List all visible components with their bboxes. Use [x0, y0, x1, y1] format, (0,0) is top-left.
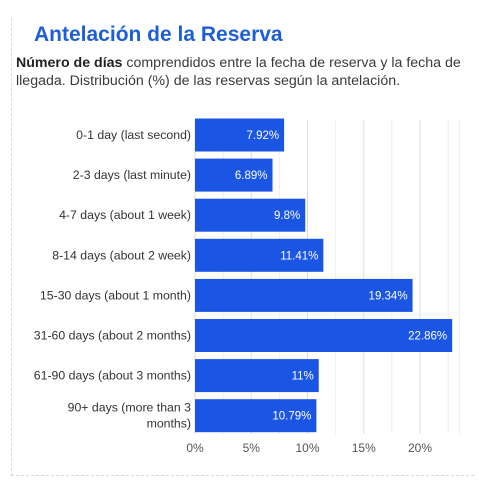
bar [195, 238, 324, 272]
chart-card [11, 18, 474, 476]
category-label: months) [147, 417, 191, 431]
bar [195, 359, 319, 393]
data-label: 22.86% [408, 331, 447, 343]
category-label: 15-30 days (about 1 month) [40, 288, 191, 302]
data-label: 10.79% [272, 411, 311, 423]
chart-title: Antelación de la Reserva [34, 23, 283, 46]
category-label: 2-3 days (last minute) [73, 168, 191, 182]
x-tick-label: 10% [295, 441, 319, 455]
data-label: 6.89% [235, 170, 268, 182]
data-label: 11% [292, 371, 314, 383]
bar [195, 278, 413, 312]
subtitle-text: comprendidos entre la fecha de reserva y… [16, 55, 461, 89]
category-label: 90+ days (more than 3 [68, 401, 192, 415]
category-label: 0-1 day (last second) [76, 128, 191, 142]
data-label: 19.34% [369, 290, 408, 302]
category-label: 61-90 days (about 3 months) [34, 369, 191, 383]
bar [195, 198, 306, 232]
data-label: 11.41% [280, 250, 318, 262]
bar [195, 319, 453, 352]
chart-subtitle: Número de días comprendidos entre la fec… [16, 54, 474, 90]
x-tick-label: 5% [243, 441, 261, 455]
x-tick-label: 20% [408, 441, 432, 455]
bar [195, 118, 285, 152]
data-label: 9.8% [274, 210, 300, 222]
category-label: 4-7 days (about 1 week) [59, 208, 191, 222]
data-label: 7.92% [246, 130, 279, 142]
x-tick-label: 0% [186, 441, 204, 455]
x-tick-label: 15% [352, 441, 376, 455]
category-label: 8-14 days (about 2 week) [52, 248, 191, 262]
subtitle-emphasis: Número de días [16, 55, 123, 71]
bar [195, 158, 273, 192]
bar [195, 399, 317, 433]
category-label: 31-60 days (about 2 months) [34, 329, 191, 343]
